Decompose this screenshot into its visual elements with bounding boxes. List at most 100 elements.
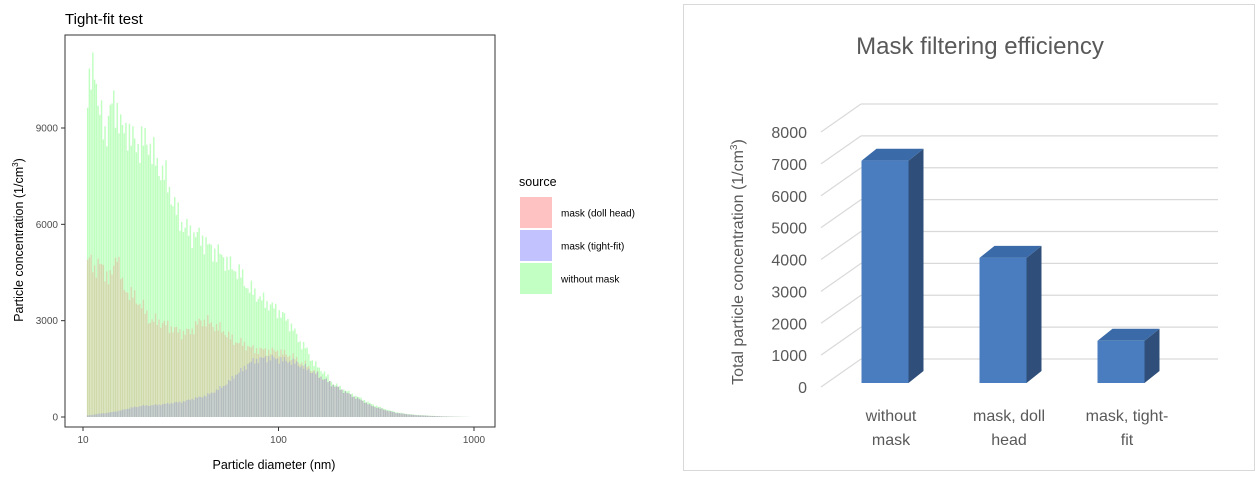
histogram-bar: [127, 409, 128, 417]
histogram-bar: [329, 381, 330, 417]
histogram-bar: [205, 396, 206, 417]
histogram-bar: [280, 357, 281, 417]
histogram-bar: [104, 413, 105, 417]
histogram-bar: [272, 355, 273, 417]
histogram-bar: [270, 360, 271, 417]
legend-label: without mask: [560, 275, 620, 286]
histogram-bar: [184, 402, 185, 417]
histogram-bar: [108, 413, 109, 417]
histogram-bar: [393, 412, 394, 417]
histogram-bar: [233, 379, 234, 417]
histogram-bar: [89, 415, 90, 417]
histogram-bar: [312, 373, 313, 417]
histogram-bar: [125, 409, 126, 417]
histogram-bar: [150, 406, 151, 417]
histogram-bar: [130, 407, 131, 417]
histogram-bar: [87, 260, 88, 417]
histogram-bar: [87, 415, 88, 417]
histogram-bar: [167, 321, 168, 417]
histogram-bar: [125, 292, 126, 417]
histogram-bar: [171, 403, 172, 417]
histogram-bar: [252, 358, 253, 417]
bar-y-tick-label: 0: [798, 380, 807, 397]
histogram-bar: [144, 406, 145, 417]
bar-category-label: head: [991, 432, 1027, 449]
histogram-bar: [235, 375, 236, 417]
histogram-bar: [89, 257, 90, 417]
bar-side: [1027, 246, 1042, 383]
histogram-bar: [385, 410, 386, 417]
histogram-bar: [101, 413, 102, 417]
bar-y-tick-label: 8000: [771, 125, 807, 142]
histogram-bar: [94, 265, 95, 417]
histogram-bar: [353, 396, 354, 417]
histogram-bar: [430, 416, 431, 417]
histogram-bar: [386, 411, 387, 417]
histogram-bar: [230, 381, 231, 417]
histogram-bar: [369, 404, 370, 417]
histogram-bar: [111, 412, 112, 417]
histogram-bar: [162, 323, 163, 417]
histogram-bar: [338, 387, 339, 417]
histogram-bar: [130, 287, 131, 417]
histogram-bar: [200, 397, 201, 417]
histogram-bar: [110, 412, 111, 417]
histogram-bar: [444, 416, 445, 417]
histogram-bar: [388, 411, 389, 417]
histogram-bar: [373, 406, 374, 417]
bar-y-tick-label: 1000: [771, 348, 807, 365]
histogram-bar: [146, 311, 147, 417]
histogram-bar: [110, 270, 111, 417]
histogram-bar: [420, 415, 421, 417]
histogram-legend: source mask (doll head)mask (tight-fit)w…: [519, 175, 635, 294]
histogram-bar: [115, 258, 116, 417]
histogram-bar: [221, 388, 222, 417]
bar-y-tick-label: 6000: [771, 189, 807, 206]
histogram-bar: [301, 366, 302, 417]
histogram-bar: [120, 279, 121, 417]
histogram-bar: [237, 374, 238, 417]
histogram-bar: [299, 367, 300, 417]
histogram-bar: [244, 366, 245, 417]
bar: [1098, 341, 1145, 383]
y-tick-label: 0: [52, 413, 58, 424]
bar: [980, 258, 1027, 383]
x-tick-label: 100: [270, 435, 287, 446]
histogram-bar: [240, 368, 241, 417]
histogram-bar: [151, 319, 152, 417]
histogram-bar: [157, 325, 158, 417]
histogram-bar: [151, 405, 152, 417]
histogram-bar: [134, 290, 135, 417]
histogram-bar: [380, 409, 381, 417]
histogram-bar: [165, 404, 166, 417]
histogram-bar: [336, 386, 337, 417]
histogram-bar: [238, 373, 239, 417]
histogram-bar: [212, 393, 213, 417]
histogram-bar: [143, 300, 144, 417]
histogram-bar: [226, 384, 227, 417]
histogram-bar: [160, 328, 161, 417]
histogram-bar: [146, 405, 147, 417]
histogram-bar: [355, 399, 356, 417]
histogram-bar: [310, 373, 311, 417]
bar-y-tick-label: 5000: [771, 221, 807, 238]
histogram-bar: [214, 393, 215, 417]
histogram-bar: [249, 363, 250, 417]
histogram-bar: [446, 416, 447, 417]
histogram-bar: [148, 406, 149, 417]
histogram-bar: [305, 364, 306, 417]
histogram-bar: [432, 416, 433, 417]
legend-label: mask (doll head): [561, 209, 635, 220]
histogram-bar: [381, 409, 382, 417]
histogram-bar: [179, 402, 180, 417]
bar-y-tick-label: 4000: [771, 253, 807, 270]
histogram-bar: [198, 397, 199, 417]
histogram-bar: [352, 397, 353, 417]
histogram-bar: [207, 393, 208, 417]
histogram-bar: [99, 264, 100, 417]
histogram-bar: [364, 403, 365, 417]
histogram-bar: [181, 403, 182, 417]
histogram-bar: [123, 410, 124, 417]
histogram-bar: [427, 416, 428, 417]
